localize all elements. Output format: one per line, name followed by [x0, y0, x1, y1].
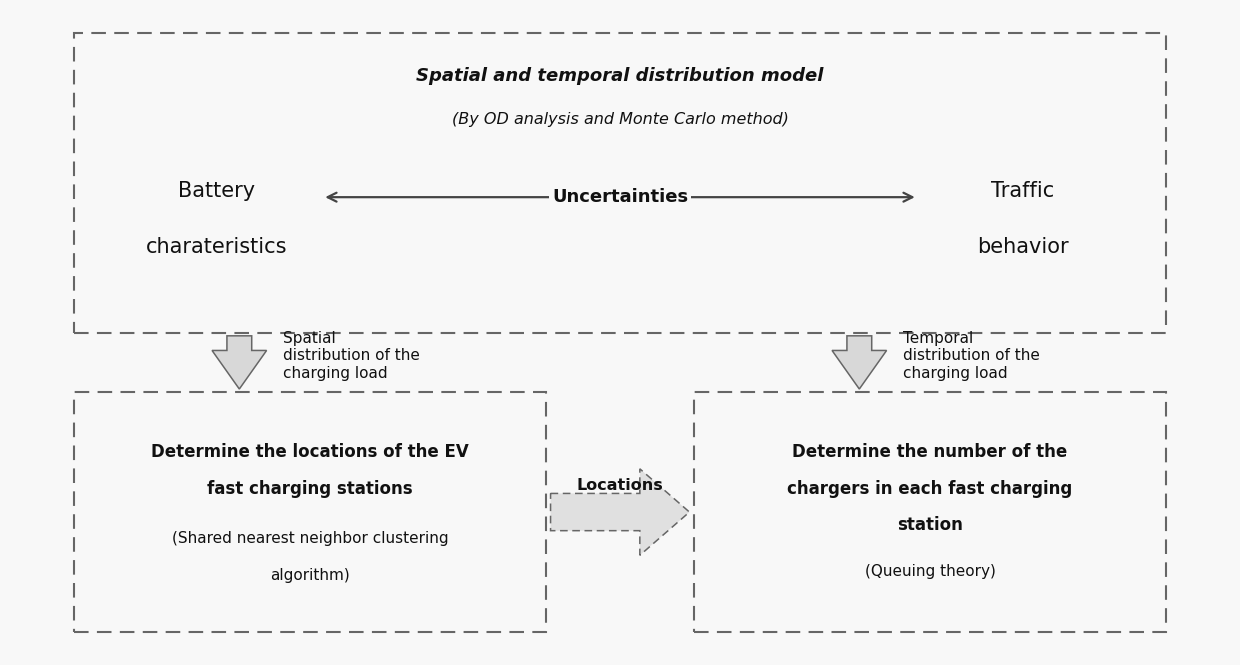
Text: fast charging stations: fast charging stations [207, 479, 413, 498]
Text: Determine the locations of the EV: Determine the locations of the EV [151, 443, 469, 462]
Polygon shape [212, 336, 267, 389]
Polygon shape [832, 336, 887, 389]
Text: Locations: Locations [577, 478, 663, 493]
Text: chargers in each fast charging: chargers in each fast charging [787, 479, 1073, 498]
Text: algorithm): algorithm) [270, 568, 350, 583]
Text: (By OD analysis and Monte Carlo method): (By OD analysis and Monte Carlo method) [451, 112, 789, 127]
Polygon shape [551, 469, 689, 555]
Text: Battery: Battery [179, 180, 255, 201]
Text: behavior: behavior [977, 237, 1069, 257]
Text: charateristics: charateristics [146, 237, 288, 257]
Text: (Queuing theory): (Queuing theory) [864, 565, 996, 579]
Text: (Shared nearest neighbor clustering: (Shared nearest neighbor clustering [171, 531, 449, 546]
Text: Determine the number of the: Determine the number of the [792, 443, 1068, 462]
Text: station: station [897, 516, 963, 535]
Text: Spatial and temporal distribution model: Spatial and temporal distribution model [417, 67, 823, 86]
Text: Temporal
distribution of the
charging load: Temporal distribution of the charging lo… [903, 331, 1039, 380]
Text: Uncertainties: Uncertainties [552, 188, 688, 206]
Text: Spatial
distribution of the
charging load: Spatial distribution of the charging loa… [283, 331, 419, 380]
Text: Traffic: Traffic [991, 180, 1055, 201]
